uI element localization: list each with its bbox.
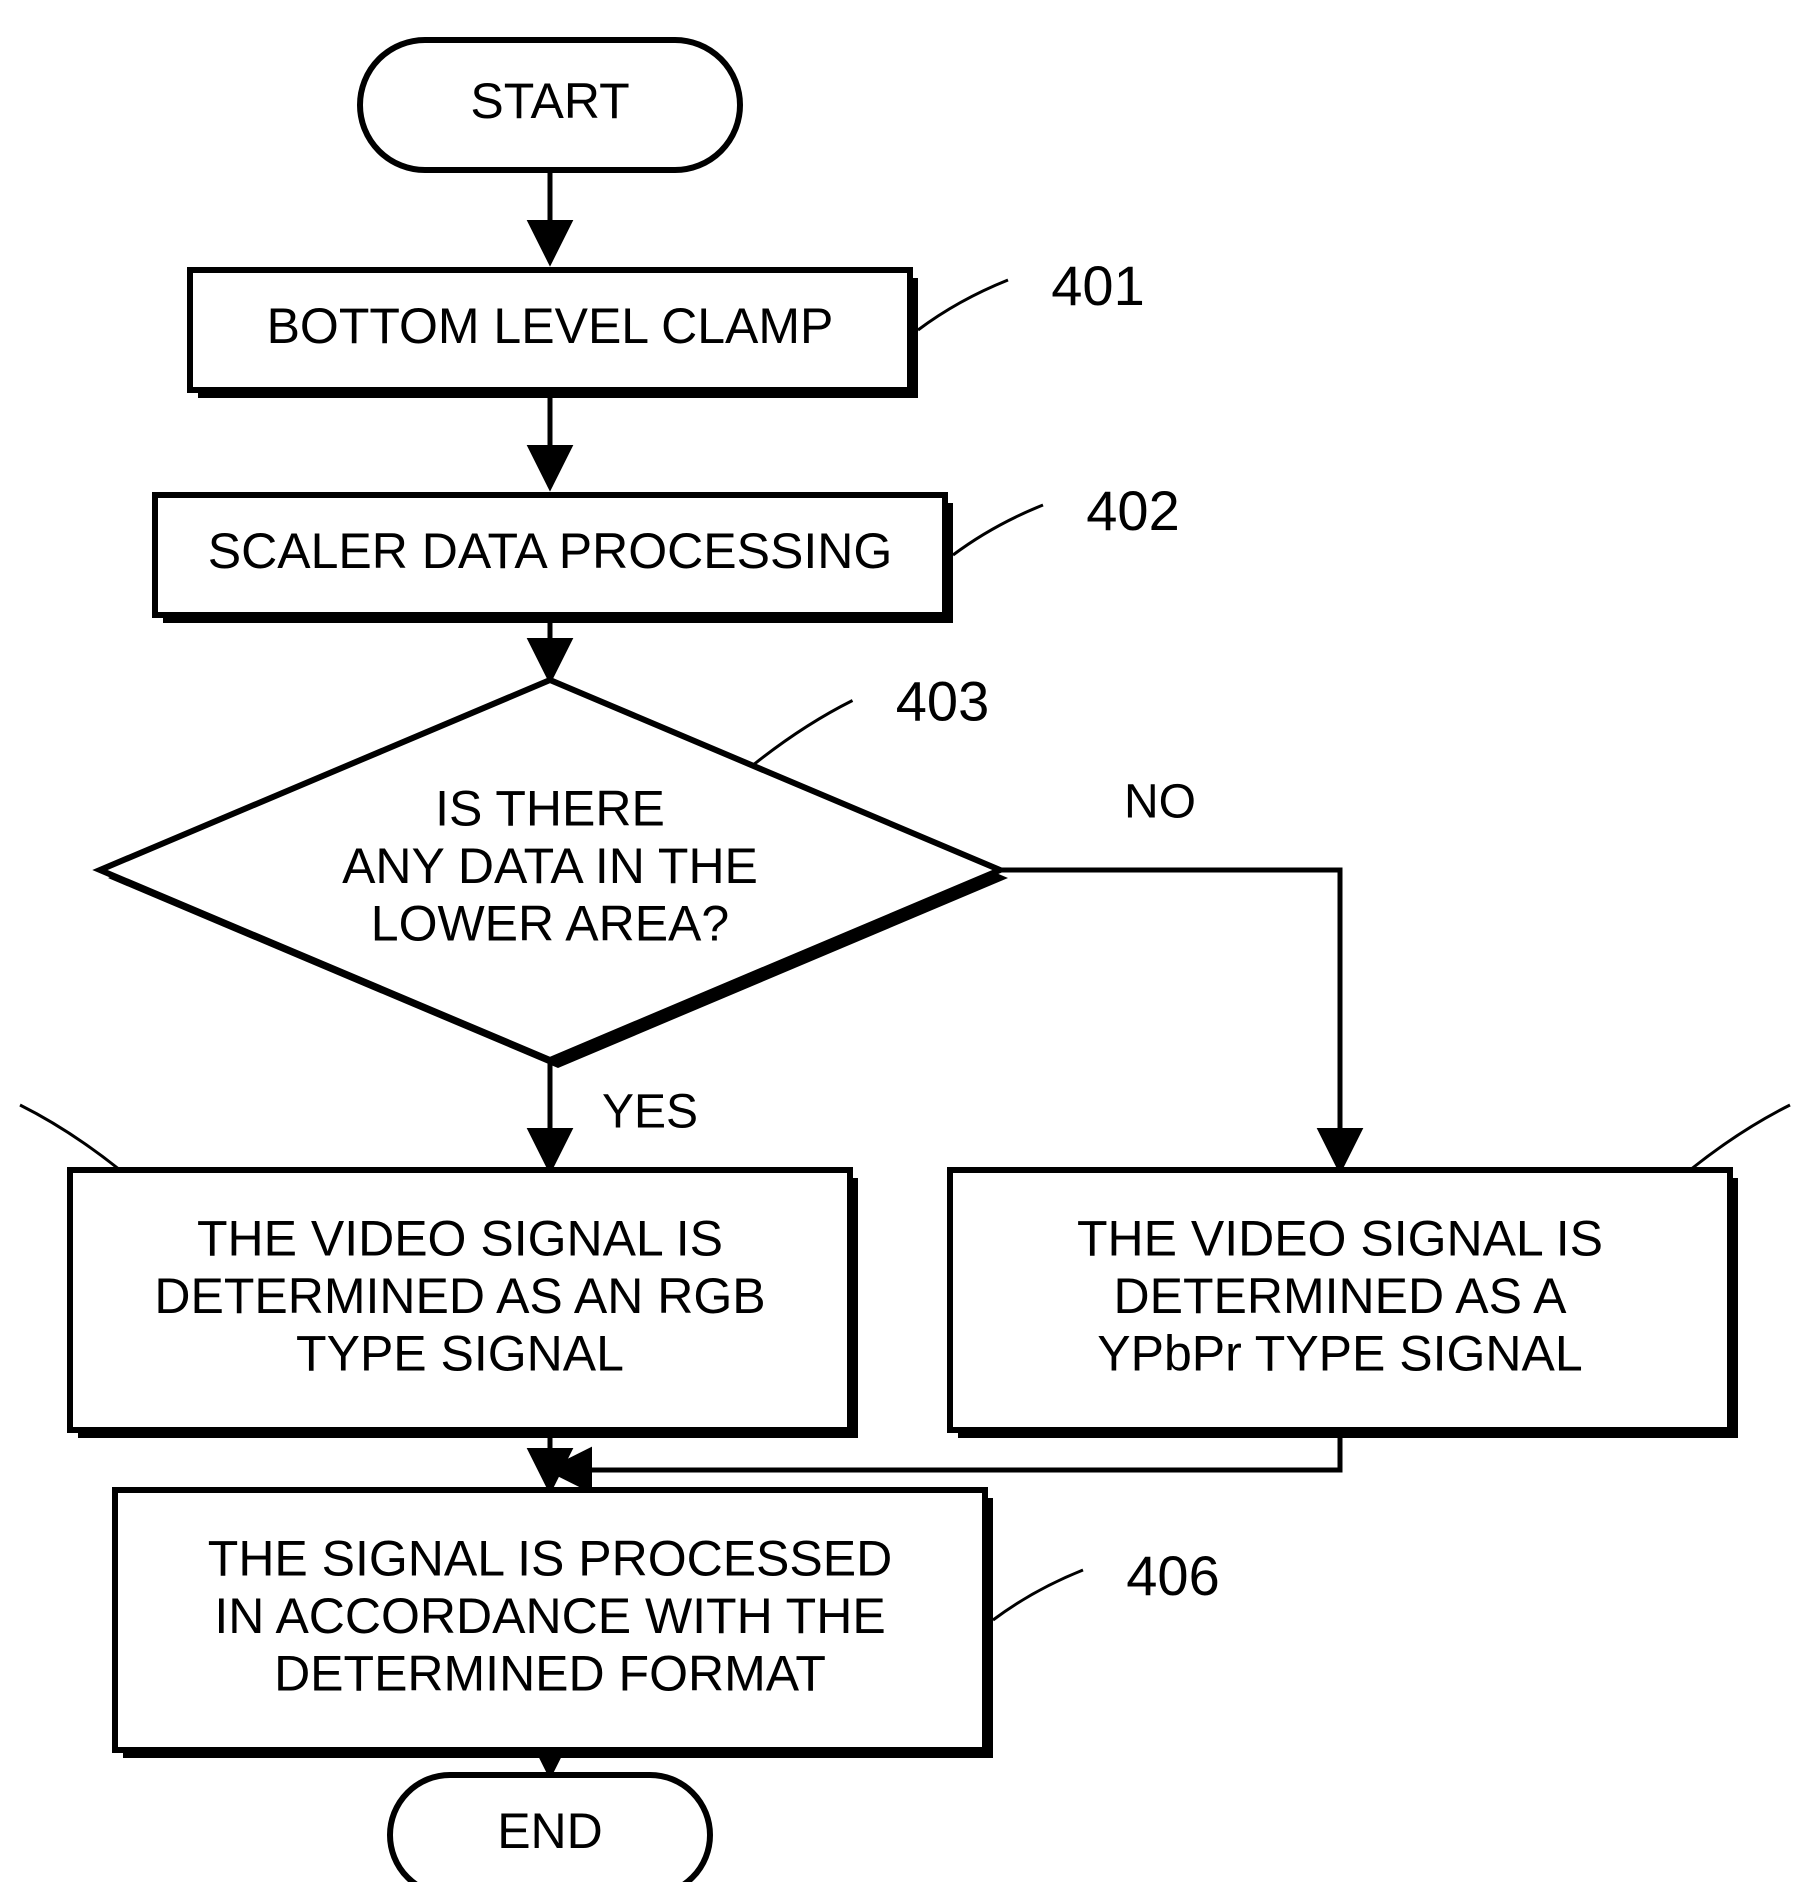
n402-leader (953, 505, 1043, 555)
nodes-layer: START BOTTOM LEVEL CLAMP 401 SCALER DATA PR… (0, 40, 1812, 1882)
n404-label: TYPE SIGNAL (296, 1326, 624, 1382)
start-label: START (470, 73, 629, 129)
end-label: END (497, 1803, 603, 1859)
flowchart-canvas: YES NO START BOTTOM LEVEL CLAMP 401 SCALER DA… (0, 0, 1812, 1882)
edge-label: NO (1124, 776, 1196, 829)
n404-label: THE VIDEO SIGNAL IS (197, 1211, 723, 1267)
n406-label: IN ACCORDANCE WITH THE (214, 1588, 885, 1644)
n401-ref: 401 (1051, 254, 1144, 317)
edge (550, 1438, 1340, 1470)
n402-ref: 402 (1086, 479, 1179, 542)
n406-ref: 406 (1126, 1544, 1219, 1607)
n406-label: DETERMINED FORMAT (274, 1646, 826, 1702)
n401-leader (918, 280, 1008, 330)
n403-ref: 403 (896, 669, 989, 732)
n405-label: THE VIDEO SIGNAL IS (1077, 1211, 1603, 1267)
n404-label: DETERMINED AS AN RGB (154, 1268, 765, 1324)
n403-label: ANY DATA IN THE (342, 838, 758, 894)
n404-leader (20, 1105, 120, 1170)
n403-leader (753, 701, 853, 766)
n406-leader (993, 1570, 1083, 1620)
n403-label: IS THERE (435, 781, 665, 837)
n401-label: BOTTOM LEVEL CLAMP (267, 298, 834, 354)
n405-leader (1690, 1105, 1790, 1170)
n406-label: THE SIGNAL IS PROCESSED (208, 1531, 892, 1587)
edge (1000, 870, 1340, 1170)
edge-label: YES (602, 1086, 698, 1139)
n402-label: SCALER DATA PROCESSING (208, 523, 892, 579)
n405-label: DETERMINED AS A (1114, 1268, 1568, 1324)
n403-label: LOWER AREA? (371, 896, 729, 952)
n405-label: YPbPr TYPE SIGNAL (1097, 1326, 1582, 1382)
